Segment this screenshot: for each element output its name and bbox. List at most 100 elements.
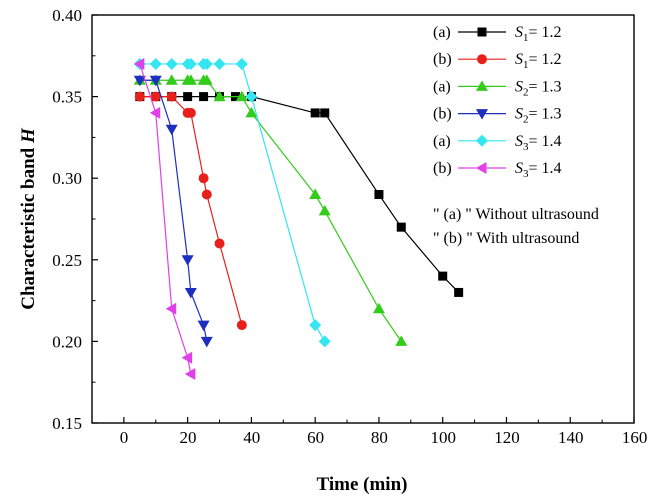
data-point-s3a [149, 57, 162, 70]
data-point-s1a [438, 271, 448, 281]
y-ticks [92, 14, 98, 424]
x-tick-label: 120 [494, 428, 520, 447]
x-tick-label: 160 [622, 428, 648, 447]
legend-entry-s3b: (b) S3= 1.4 [433, 160, 562, 180]
legend-label: S1= 1.2 [515, 51, 562, 71]
data-point-s1b [134, 91, 145, 102]
legend-var: S [515, 78, 523, 95]
legend-value: = 1.2 [529, 24, 562, 41]
x-tick-label: 40 [243, 428, 260, 447]
series-line-s3a [139, 63, 326, 342]
data-point-s3a [318, 335, 331, 348]
x-tick-label: 80 [371, 428, 388, 447]
data-point-s1a [310, 108, 320, 118]
data-point-s2a [395, 335, 408, 346]
series-s2a [133, 74, 408, 346]
data-point-s3b [165, 302, 177, 315]
y-axis: 0.15 0.20 0.25 0.30 0.35 0.40 [52, 6, 98, 433]
legend-var: S [515, 51, 523, 68]
y-tick-label: 0.35 [52, 88, 82, 107]
series-s1b [134, 91, 247, 331]
data-point-s3a [235, 57, 248, 70]
legend-marker [476, 162, 487, 174]
data-point-s2a [318, 204, 331, 216]
legend-value: = 1.4 [529, 160, 562, 177]
legend-marker [476, 109, 488, 120]
legend-marker [476, 80, 488, 91]
data-point-s1a [183, 92, 193, 102]
data-point-s2b [181, 255, 194, 266]
data-point-s3b [149, 106, 161, 119]
legend-value: = 1.4 [529, 133, 562, 150]
legend-entry-s1b: (b) S1= 1.2 [433, 51, 562, 71]
data-point-s2a [235, 90, 248, 102]
data-point-s2a [309, 188, 322, 200]
x-tick-label: 100 [430, 428, 456, 447]
series-line-s2b [139, 79, 208, 342]
data-point-s1b [214, 238, 225, 249]
legend-var: S [515, 24, 523, 41]
data-point-s3a [309, 319, 322, 332]
data-point-s2a [245, 106, 258, 118]
legend-entry-s1a: (a) S1= 1.2 [433, 24, 562, 44]
legend-note: " (b) " With ultrasound [433, 230, 579, 247]
legend: (a) S1= 1.2(b) S1= 1.2(a) S2= 1.3(b) S2= 1.3… [433, 24, 562, 180]
legend-subscript: 3 [523, 141, 529, 153]
legend-subscript: 3 [523, 168, 529, 180]
data-point-s2a [165, 74, 178, 85]
legend-label: S2= 1.3 [515, 106, 562, 126]
legend-subscript: 2 [523, 86, 529, 98]
y-tick-label: 0.30 [52, 169, 82, 188]
legend-label: S2= 1.3 [515, 78, 562, 98]
data-point-s1a [374, 190, 384, 200]
legend-subscript: 1 [523, 32, 529, 44]
x-tick-label: 140 [558, 428, 584, 447]
data-point-s3a [165, 57, 178, 70]
legend-marker [477, 27, 487, 37]
y-axis-label-var: H [18, 127, 39, 144]
data-point-s3a [213, 57, 226, 70]
data-point-s3b [181, 351, 193, 364]
data-point-s1a [454, 287, 464, 297]
legend-prefix: (a) [433, 24, 451, 41]
legend-subscript: 1 [523, 59, 529, 71]
x-tick-label: 60 [307, 428, 324, 447]
plot-series [133, 57, 464, 381]
data-point-s2a [372, 302, 385, 314]
series-line-s2a [139, 79, 402, 342]
legend-subscript: 2 [523, 114, 529, 126]
legend-label: S1= 1.2 [515, 24, 562, 44]
data-point-s1b [201, 189, 212, 200]
data-point-s2a [213, 90, 226, 102]
data-point-s1b [185, 107, 196, 118]
legend-marker [477, 54, 487, 65]
legend-entry-s2b: (b) S2= 1.3 [433, 106, 562, 126]
series-s2b [133, 75, 213, 348]
y-tick-label: 0.40 [52, 6, 82, 25]
legend-prefix: (b) [433, 106, 452, 123]
series-s3b [133, 57, 196, 381]
y-tick-label: 0.15 [52, 414, 82, 433]
data-point-s2b [200, 336, 213, 348]
legend-prefix: (b) [433, 51, 452, 68]
legend-marker [476, 134, 488, 147]
x-axis: 0 20 40 60 80 100 120 140 160 [91, 417, 648, 447]
data-point-s3b [184, 368, 196, 381]
legend-var: S [515, 133, 523, 150]
legend-value: = 1.3 [529, 106, 562, 123]
data-point-s2b [133, 75, 146, 87]
x-tick-label: 0 [120, 428, 129, 447]
data-point-s3a [184, 57, 197, 70]
y-tick-label: 0.20 [52, 332, 82, 351]
data-point-s1a [396, 222, 406, 232]
legend-value: = 1.3 [529, 78, 562, 95]
data-point-s1b [150, 91, 161, 102]
y-axis-label: Characteristic band H [18, 127, 39, 310]
legend-var: S [515, 160, 523, 177]
legend-label: S3= 1.4 [515, 133, 562, 153]
y-axis-label-text: Characteristic band [18, 143, 39, 310]
data-point-s2a [200, 74, 213, 85]
x-tick-label: 20 [180, 428, 197, 447]
data-point-s2a [184, 74, 197, 85]
